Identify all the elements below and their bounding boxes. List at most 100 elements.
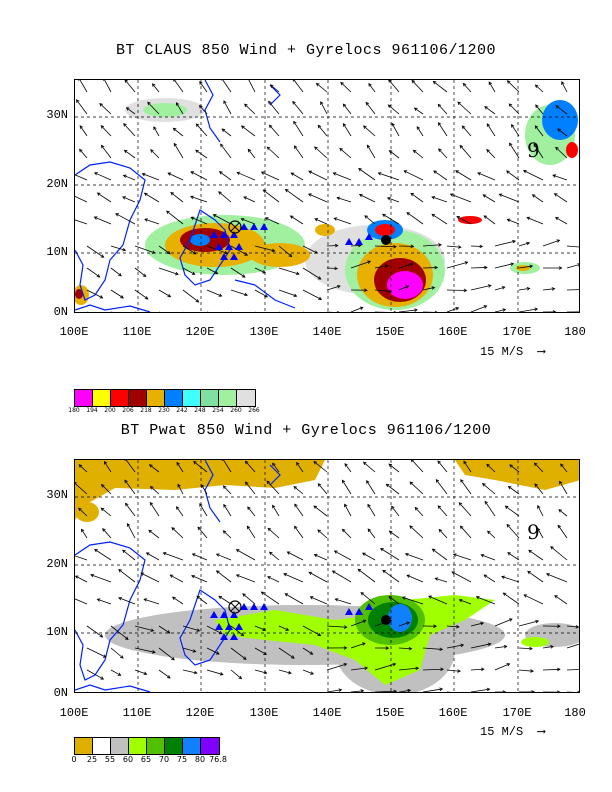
wind-arrow xyxy=(236,574,256,583)
wind-arrow xyxy=(103,461,112,473)
wind-arrow xyxy=(303,311,305,312)
wind-arrow xyxy=(350,244,362,247)
top-legend-swatch xyxy=(129,390,147,406)
wind-arrow xyxy=(534,125,544,137)
wind-arrow xyxy=(111,691,113,692)
wind-arrow xyxy=(122,196,136,203)
wind-arrow-head xyxy=(192,251,197,255)
wind-arrow xyxy=(101,145,112,159)
wind-arrow xyxy=(438,122,448,137)
wind-arrow-head xyxy=(360,689,365,692)
wind-arrow xyxy=(125,460,136,473)
wind-arrow-head xyxy=(537,504,541,509)
bottom-wind-scale: 15 M/S ⟶ xyxy=(480,724,545,739)
wind-arrow xyxy=(101,507,112,517)
wind-arrow-head xyxy=(428,595,432,599)
bottom-legend-tick: 70 xyxy=(158,755,170,764)
wind-arrow-head xyxy=(508,103,513,107)
bottom-wind-scale-label: 15 M/S xyxy=(480,725,524,739)
wind-arrow xyxy=(446,289,467,291)
wind-arrow xyxy=(75,575,88,583)
wind-arrow-head xyxy=(480,553,485,558)
wind-arrow-head xyxy=(558,266,563,270)
wind-arrow xyxy=(542,646,554,649)
wind-arrow xyxy=(245,460,256,473)
bottom-lat-label-20n: 20N xyxy=(46,557,68,571)
wind-arrow xyxy=(110,625,129,640)
wind-arrow-head xyxy=(343,662,348,667)
bottom-legend-tick: 25 xyxy=(86,755,98,764)
wind-arrow-head xyxy=(482,483,486,487)
wind-arrow xyxy=(261,591,280,605)
wind-arrow-head xyxy=(243,196,248,200)
wind-arrow xyxy=(314,554,328,561)
wind-arrow-head xyxy=(124,80,128,83)
wind-arrow-head xyxy=(215,553,220,557)
top-gyre-triangles xyxy=(210,223,373,260)
wind-arrow-head xyxy=(413,107,418,111)
wind-arrow-head xyxy=(176,506,180,510)
wind-arrow xyxy=(350,261,371,269)
wind-arrow-head xyxy=(218,630,223,635)
wind-arrow xyxy=(158,289,171,298)
wind-arrow xyxy=(340,82,352,93)
wind-arrow xyxy=(272,505,280,517)
wind-arrow xyxy=(278,647,295,659)
wind-arrow-head xyxy=(362,642,366,646)
wind-arrow xyxy=(317,529,328,539)
wind-arrow-head xyxy=(195,123,200,128)
wind-arrow-head xyxy=(409,262,414,267)
wind-arrow-head xyxy=(555,217,559,221)
wind-arrow xyxy=(102,528,112,539)
wind-arrow-head xyxy=(313,461,318,465)
wind-arrow-head xyxy=(317,529,321,533)
wind-arrow-head xyxy=(215,651,220,655)
wind-arrow-head xyxy=(235,549,240,553)
wind-arrow-head xyxy=(342,123,347,127)
wind-arrow xyxy=(223,504,232,517)
wind-arrow-head xyxy=(314,146,318,150)
wind-arrow-head xyxy=(244,103,248,108)
wind-arrow-head xyxy=(100,254,105,258)
wind-arrow-head xyxy=(308,170,312,174)
wind-arrow xyxy=(555,147,568,159)
wind-arrow-head xyxy=(317,632,322,636)
wind-arrow-head xyxy=(195,299,200,303)
wind-arrow-head xyxy=(167,172,172,176)
wind-arrow xyxy=(391,506,400,517)
wind-arrow-head xyxy=(100,507,105,512)
wind-arrow-head xyxy=(190,195,194,199)
wind-arrow xyxy=(435,577,448,583)
wind-arrow-head xyxy=(385,264,389,268)
wind-arrow-head xyxy=(192,649,197,653)
wind-arrow xyxy=(402,596,424,605)
wind-arrow xyxy=(134,245,156,254)
wind-arrow-head xyxy=(506,523,511,528)
wind-arrow-head xyxy=(262,189,267,193)
top-legend-swatch xyxy=(237,390,255,406)
wind-arrow xyxy=(261,171,280,181)
wind-arrow xyxy=(134,267,147,277)
wind-arrow xyxy=(134,669,147,675)
wind-arrow xyxy=(357,568,376,583)
top-lon-label-100e: 100E xyxy=(59,325,89,339)
wind-arrow-head xyxy=(486,148,490,153)
wind-arrow-head xyxy=(122,174,127,178)
top-legend-tick: 218 xyxy=(140,407,152,414)
wind-arrow-head xyxy=(480,667,485,672)
wind-arrow xyxy=(507,219,520,225)
wind-arrow xyxy=(125,503,136,517)
wind-arrow xyxy=(191,216,208,225)
wind-arrow-head xyxy=(81,528,85,533)
wind-arrow xyxy=(267,576,280,583)
wind-arrow xyxy=(350,620,366,627)
wind-arrow-head xyxy=(508,618,513,622)
wind-arrow xyxy=(433,81,448,93)
wind-arrow-head xyxy=(380,548,384,552)
bottom-typhoon-annotation: 9 xyxy=(527,520,540,544)
bottom-lat-label-10n: 10N xyxy=(46,625,68,639)
wind-arrow-head xyxy=(457,245,462,249)
wind-arrow xyxy=(387,197,400,203)
wind-arrow xyxy=(398,309,418,312)
wind-arrow-head xyxy=(522,169,527,174)
